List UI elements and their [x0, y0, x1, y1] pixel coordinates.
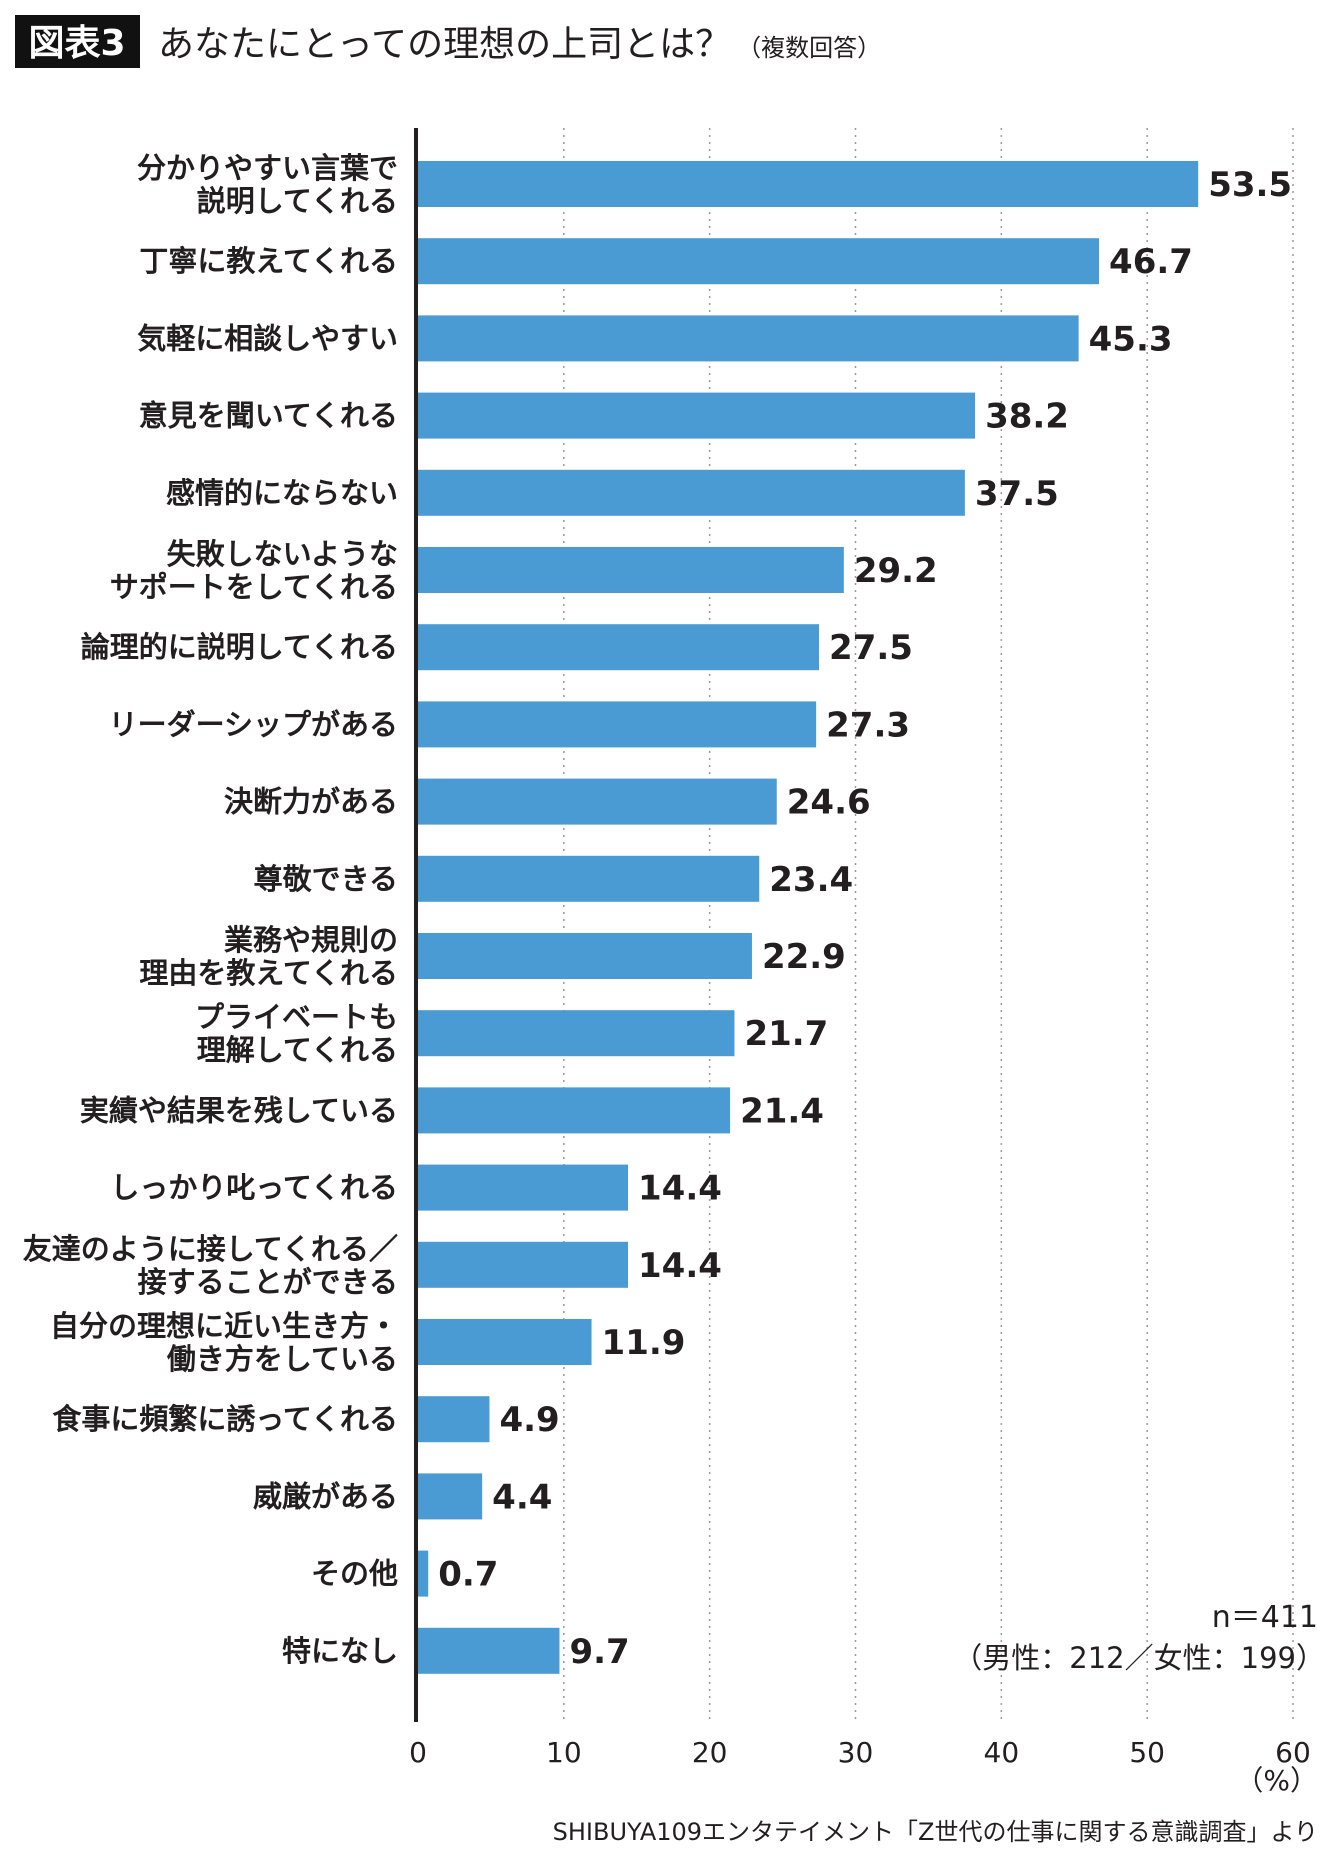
value-label: 11.9	[602, 1323, 686, 1363]
bar	[418, 161, 1199, 207]
value-label: 22.9	[762, 937, 846, 977]
value-label: 0.7	[438, 1555, 498, 1595]
value-label: 46.7	[1109, 242, 1193, 282]
bar	[418, 701, 817, 748]
category-label: しっかり叱ってくれる	[110, 1171, 398, 1205]
value-label: 4.9	[499, 1400, 559, 1440]
bar	[418, 1087, 731, 1134]
x-tick-label: 10	[546, 1736, 582, 1769]
source-note: SHIBUYA109エンタテイメント「Z世代の仕事に関する意識調査」より	[553, 1818, 1318, 1846]
category-label: 実績や結果を残している	[80, 1093, 398, 1127]
value-label: 45.3	[1089, 319, 1173, 359]
category-label: 威厳がある	[253, 1479, 398, 1513]
bar	[418, 1396, 490, 1443]
value-label: 27.3	[826, 705, 910, 745]
x-tick-label: 20	[692, 1736, 728, 1769]
category-label: 論理的に説明してくれる	[81, 630, 398, 664]
category-label: 決断力がある	[224, 785, 398, 819]
category-label: 接することができる	[138, 1265, 398, 1299]
category-label: 失敗しないような	[167, 537, 398, 571]
category-label: 感情的にならない	[166, 476, 398, 510]
bar	[418, 1164, 628, 1211]
x-tick-label: 40	[984, 1736, 1020, 1769]
bar	[418, 933, 752, 979]
value-label: 21.4	[740, 1091, 824, 1131]
value-label: 24.6	[787, 783, 871, 823]
chart-title-main: あなたにとっての理想の上司とは？	[158, 24, 731, 65]
category-label: 食事に頻繁に誘ってくれる	[52, 1402, 398, 1436]
x-unit: （%）	[1235, 1764, 1318, 1797]
bar	[418, 315, 1079, 362]
bar	[418, 1627, 560, 1674]
category-label: 友達のように接してくれる／	[23, 1232, 398, 1266]
value-label: 37.5	[975, 474, 1059, 514]
chart-title-note: （複数回答）	[737, 34, 881, 62]
x-tick-label: 60	[1275, 1736, 1311, 1769]
sample-breakdown: （男性：212／女性：199）	[953, 1641, 1325, 1675]
value-label: 23.4	[769, 860, 853, 900]
figure-badge: 図表3	[28, 23, 125, 64]
bar	[418, 1550, 429, 1597]
category-label: 尊敬できる	[254, 862, 398, 896]
value-label: 38.2	[985, 397, 1069, 437]
value-label: 4.4	[492, 1477, 552, 1517]
x-tick-label: 50	[1129, 1736, 1165, 1769]
figure-badge-bg	[15, 15, 140, 68]
value-label: 29.2	[854, 551, 938, 591]
value-label: 14.4	[638, 1246, 722, 1286]
category-label: 働き方をしている	[166, 1342, 398, 1376]
value-label: 27.5	[829, 628, 913, 668]
category-label: 自分の理想に近い生き方・	[50, 1309, 398, 1343]
category-label: プライベートも	[195, 1000, 398, 1034]
bar	[418, 1319, 592, 1365]
bar	[418, 624, 820, 671]
x-tick-label: 0	[409, 1736, 427, 1769]
bar	[418, 392, 976, 439]
category-label: その他	[311, 1557, 398, 1591]
sample-size: n＝411	[1212, 1600, 1318, 1635]
category-label: サポートをしてくれる	[110, 570, 398, 604]
bar	[418, 1010, 735, 1057]
value-label: 9.7	[569, 1632, 629, 1672]
category-label: 理解してくれる	[197, 1033, 398, 1067]
value-label: 21.7	[744, 1014, 828, 1054]
x-tick-label: 30	[838, 1736, 874, 1769]
value-label: 14.4	[638, 1169, 722, 1209]
chart-title: あなたにとっての理想の上司とは？ （複数回答）	[158, 24, 881, 65]
bar	[418, 1241, 628, 1288]
category-label: リーダーシップがある	[109, 707, 398, 741]
category-label: 丁寧に教えてくれる	[139, 244, 398, 278]
bar	[418, 855, 760, 902]
bar	[418, 547, 844, 593]
category-label: 説明してくれる	[197, 184, 398, 218]
category-label: 業務や規則の	[224, 923, 398, 957]
bar	[418, 238, 1100, 285]
category-label: 意見を聞いてくれる	[139, 399, 398, 433]
bar	[418, 1473, 483, 1520]
category-label: 分かりやすい言葉で	[137, 151, 398, 185]
value-label: 53.5	[1208, 165, 1292, 205]
bar	[418, 469, 965, 516]
category-label: 気軽に相談しやすい	[137, 321, 398, 355]
bar	[418, 778, 777, 825]
category-label: 特になし	[282, 1634, 398, 1668]
category-label: 理由を教えてくれる	[139, 956, 398, 990]
